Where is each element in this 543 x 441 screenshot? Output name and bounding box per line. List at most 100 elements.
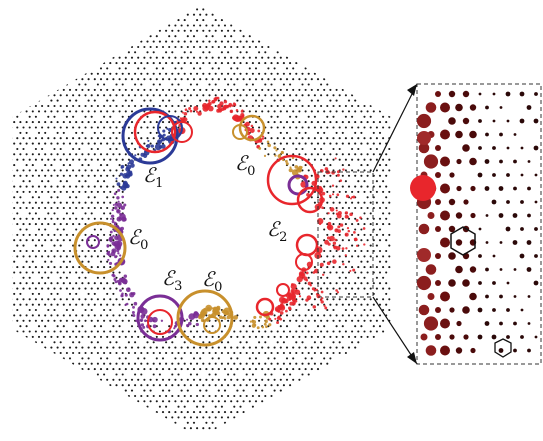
lattice-dot — [404, 24, 406, 26]
lattice-dot — [121, 104, 124, 108]
lattice-dot — [323, 142, 326, 145]
edge-dot — [112, 234, 115, 238]
lattice-dot — [34, 169, 37, 172]
lattice-dot — [211, 421, 214, 424]
lattice-dot — [338, 319, 341, 322]
lattice-dot — [344, 62, 347, 65]
lattice-dot — [366, 411, 369, 414]
lattice-dot — [410, 153, 412, 155]
lattice-dot — [50, 314, 53, 317]
lattice-dot — [258, 51, 261, 54]
lattice-dot — [313, 405, 316, 408]
lattice-dot — [270, 126, 273, 129]
lattice-dot — [320, 341, 323, 344]
lattice-dot — [398, 368, 400, 370]
lattice-dot — [391, 336, 393, 338]
edge-dot — [334, 157, 337, 160]
inset-dot — [534, 173, 538, 177]
lattice-dot — [301, 51, 304, 54]
lattice-dot — [220, 416, 223, 419]
lattice-dot — [72, 416, 75, 419]
lattice-dot — [87, 357, 90, 360]
lattice-dot — [112, 271, 115, 274]
inset-dot — [506, 146, 510, 150]
lattice-dot — [93, 282, 96, 285]
lattice-dot — [19, 78, 22, 81]
lattice-dot — [404, 3, 406, 5]
inset-dot — [533, 118, 539, 124]
lattice-dot — [59, 330, 62, 333]
lattice-dot — [382, 137, 385, 140]
lattice-dot — [22, 137, 25, 140]
lattice-dot — [13, 45, 16, 49]
lattice-dot — [363, 83, 366, 86]
lattice-dot — [394, 191, 396, 193]
lattice-dot — [152, 94, 155, 97]
lattice-dot — [313, 115, 316, 118]
lattice-dot — [146, 137, 149, 140]
lattice-dot — [189, 362, 192, 365]
lattice-dot — [75, 325, 78, 328]
lattice-dot — [307, 180, 310, 183]
lattice-dot — [301, 373, 304, 376]
lattice-dot — [65, 362, 68, 365]
lattice-dot — [410, 379, 412, 381]
lattice-dot — [50, 153, 53, 156]
lattice-dot — [93, 35, 96, 38]
lattice-dot — [7, 24, 9, 26]
lattice-dot — [28, 19, 31, 22]
lattice-dot — [338, 276, 341, 279]
edge-dot — [132, 314, 136, 317]
lattice-dot — [419, 373, 421, 375]
lattice-dot — [301, 83, 304, 86]
lattice-dot — [214, 416, 217, 419]
lattice-dot — [19, 249, 22, 253]
lattice-dot — [307, 427, 310, 430]
lattice-dot — [295, 62, 298, 65]
lattice-dot — [112, 378, 115, 381]
lattice-dot — [75, 303, 78, 306]
lattice-dot — [285, 78, 289, 81]
lattice-dot — [223, 411, 227, 414]
lattice-dot — [16, 427, 19, 430]
lattice-dot — [369, 362, 372, 365]
lattice-dot — [99, 282, 103, 285]
lattice-dot — [410, 121, 412, 123]
lattice-dot — [22, 416, 25, 419]
lattice-dot — [382, 180, 385, 183]
lattice-dot — [93, 346, 96, 349]
lattice-dot — [96, 104, 99, 108]
lattice-dot — [214, 40, 217, 43]
lattice-dot — [53, 244, 56, 247]
lattice-dot — [59, 394, 62, 398]
lattice-dot — [335, 88, 338, 91]
lattice-dot — [220, 405, 223, 408]
lattice-dot — [230, 24, 233, 27]
lattice-dot — [7, 57, 9, 59]
lattice-dot — [338, 341, 341, 344]
lattice-dot — [398, 218, 400, 220]
lattice-dot — [37, 185, 41, 188]
lattice-dot — [68, 121, 72, 124]
lattice-dot — [59, 427, 62, 430]
lattice-dot — [323, 217, 326, 220]
lattice-dot — [295, 126, 298, 129]
lattice-dot — [378, 45, 382, 49]
edge-dot — [142, 325, 146, 329]
lattice-dot — [81, 271, 84, 274]
lattice-dot — [109, 201, 112, 204]
lattice-dot — [44, 400, 47, 403]
lattice-dot — [217, 56, 220, 59]
lattice-dot — [398, 239, 400, 241]
lattice-dot — [341, 357, 344, 360]
lattice-dot — [419, 384, 421, 386]
lattice-dot — [56, 99, 59, 102]
lattice-dot — [248, 378, 251, 381]
lattice-dot — [41, 8, 44, 11]
lattice-dot — [351, 266, 354, 269]
lattice-dot — [96, 233, 99, 236]
lattice-dot — [50, 13, 53, 16]
lattice-dot — [369, 94, 372, 97]
lattice-dot — [62, 217, 65, 220]
lattice-dot — [34, 19, 37, 22]
